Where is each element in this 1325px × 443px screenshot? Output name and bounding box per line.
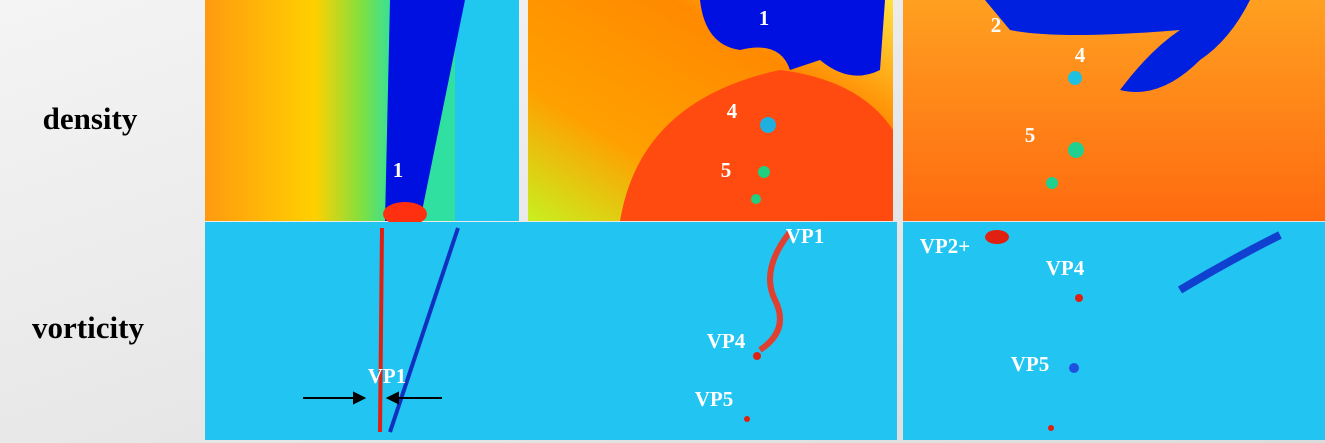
annotation: 1 (759, 6, 770, 30)
annotation: VP4 (707, 329, 746, 353)
annotation: VP5 (695, 387, 734, 411)
figure: density vorticity 1 1 4 5 2 4 5 VP1 VP1 … (0, 0, 1325, 443)
annotation: 1 (393, 158, 404, 182)
annotation: 4 (1075, 43, 1086, 67)
density-panel (205, 0, 519, 226)
annotation: 4 (727, 99, 738, 123)
annotation: VP5 (1011, 352, 1050, 376)
annotation: VP4 (1046, 256, 1085, 280)
annotation: VP1 (368, 364, 407, 388)
annotation: 2 (991, 13, 1002, 37)
annotation: VP2+ (920, 234, 970, 258)
row-label: density (43, 101, 138, 136)
annotation: VP1 (786, 224, 825, 248)
row-label: vorticity (32, 310, 144, 345)
annotation: 5 (1025, 123, 1036, 147)
density-panel (528, 0, 893, 221)
annotation: 5 (721, 158, 732, 182)
vorticity-panel (205, 222, 897, 440)
density-panel (903, 0, 1325, 221)
